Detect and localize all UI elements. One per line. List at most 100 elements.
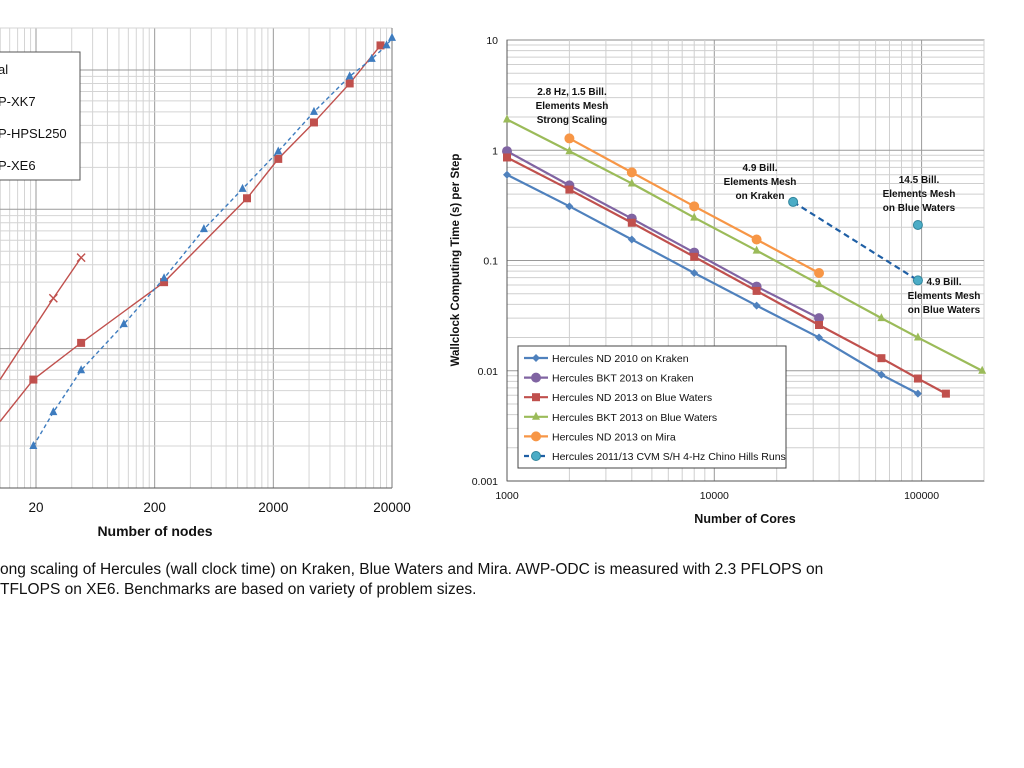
data-point <box>503 170 511 179</box>
legend-item-hercules-bkt-2013-on-blue-waters: Hercules BKT 2013 on Blue Waters <box>524 411 717 424</box>
series-hercules-bkt-2013-on-blue-waters <box>503 114 987 374</box>
legend-item-hercules-nd-2010-on-kraken: Hercules ND 2010 on Kraken <box>524 353 689 365</box>
data-point <box>382 40 391 49</box>
caption-line-2: TFLOPS on XE6. Benchmarks are based on v… <box>0 581 477 598</box>
series-hercules-nd-2013-on-mira <box>564 133 825 279</box>
data-point <box>309 106 318 115</box>
data-point <box>345 79 354 88</box>
data-point <box>49 407 58 416</box>
data-point <box>815 333 824 342</box>
annotation-line: 14.5 Bill. <box>899 175 940 186</box>
data-point <box>565 202 574 211</box>
data-point <box>564 133 575 144</box>
data-point <box>76 253 86 263</box>
data-point <box>690 252 699 261</box>
data-point <box>627 218 636 227</box>
legend-item-hercules-nd-2013-on-mira: Hercules ND 2013 on Mira <box>524 431 676 443</box>
annotation-line: Strong Scaling <box>537 115 608 126</box>
data-point <box>77 365 86 374</box>
x-tick-label: 200 <box>143 500 166 515</box>
x-tick-label: 10000 <box>700 490 729 502</box>
series-line <box>506 150 820 320</box>
annotation-line: 4.9 Bill. <box>742 163 777 174</box>
data-point <box>345 71 354 80</box>
y-tick-label: 0.1 <box>483 256 498 268</box>
data-point <box>913 389 922 398</box>
data-point <box>752 245 761 254</box>
series-hercules-nd-2013-on-blue-waters <box>503 153 950 398</box>
legend: Hercules ND 2010 on Kraken Hercules BKT 2… <box>517 345 787 469</box>
data-point <box>29 375 38 384</box>
data-point <box>199 224 208 233</box>
data-point <box>877 370 886 379</box>
legend-label: Hercules ND 2010 on Kraken <box>552 353 689 365</box>
data-point <box>565 146 574 155</box>
data-point <box>388 32 396 41</box>
annotation-line: on Blue Waters <box>908 305 981 316</box>
data-point <box>815 279 824 288</box>
x-tick-label: 20000 <box>373 500 411 515</box>
data-point <box>48 293 58 303</box>
annotation-line: 2.8 Hz, 1.5 Bill. <box>537 87 607 98</box>
data-point <box>503 114 511 123</box>
legend-box <box>517 345 787 469</box>
x-tick-label: 1000 <box>495 490 519 502</box>
data-point <box>29 441 38 450</box>
caption-line-1: ong scaling of Hercules (wall clock time… <box>0 561 824 578</box>
x-tick-label: 100000 <box>904 490 939 502</box>
x-tick-label: 20 <box>28 500 43 515</box>
x-axis-label: Number of Cores <box>694 512 795 526</box>
data-point <box>376 41 385 50</box>
legend-label: Hercules BKT 2013 on Kraken <box>552 373 694 385</box>
data-point <box>815 320 824 329</box>
y-tick-label: 10 <box>486 35 498 47</box>
legend-label: Hercules ND 2013 on Mira <box>552 431 676 443</box>
y-tick-label: 0.01 <box>478 366 499 378</box>
series-hercules-2011-13-cvm-s-h-4-hz-chino-hills-runs <box>788 196 923 286</box>
legend-item-hercules-2011-13-cvm-s-h-4-hz-chino-hills-runs: Hercules 2011/13 CVM S/H 4-Hz Chino Hill… <box>524 451 786 463</box>
data-point <box>690 212 699 221</box>
right-chart: 0.001 0.01 0.1 1 10 1000 10000 100000 Number of … <box>450 35 987 526</box>
legend-swatch-marker <box>532 411 540 420</box>
data-point <box>160 278 169 287</box>
legend-label: Hercules ND 2013 on Blue Waters <box>552 392 712 404</box>
annotation-line: Elements Mesh <box>883 189 956 200</box>
annotation-line: on Blue Waters <box>883 203 956 214</box>
legend-label: Hercules BKT 2013 on Blue Waters <box>552 412 717 424</box>
data-point <box>565 185 574 194</box>
data-point <box>912 219 923 230</box>
data-point <box>752 301 761 310</box>
data-point <box>913 374 922 383</box>
series-p-hpsl250 <box>0 41 385 422</box>
data-point <box>243 194 252 203</box>
left-chart: al P-XK7 P-HPSL250 P-XE6 20 200 2000 20000 Numbe… <box>0 27 411 539</box>
data-point <box>119 319 128 328</box>
series-group <box>0 32 396 450</box>
legend-swatch-marker <box>531 451 541 461</box>
series-point-6 <box>912 219 923 230</box>
data-point <box>627 235 636 244</box>
data-point <box>626 167 637 178</box>
legend-label: P-XE6 <box>0 158 36 173</box>
data-point <box>751 234 762 245</box>
legend-swatch-marker <box>532 354 540 362</box>
legend-item-hercules-nd-2013-on-blue-waters: Hercules ND 2013 on Blue Waters <box>524 392 712 404</box>
legend-swatch-marker <box>532 393 540 402</box>
data-point <box>238 183 247 192</box>
series-line <box>506 173 919 395</box>
annotation-line: Elements Mesh <box>724 177 797 188</box>
data-point <box>160 273 169 282</box>
data-point <box>689 201 700 212</box>
data-point <box>752 286 761 295</box>
legend: al P-XK7 P-HPSL250 P-XE6 <box>0 51 81 181</box>
legend-item-hercules-bkt-2013-on-kraken: Hercules BKT 2013 on Kraken <box>524 372 694 385</box>
annotation-3: 14.5 Bill. Elements Mesh on Blue Waters <box>883 175 956 214</box>
data-point <box>877 313 886 322</box>
annotation-line: Elements Mesh <box>908 291 981 302</box>
data-point <box>912 275 923 286</box>
x-axis-label: Number of nodes <box>97 523 212 539</box>
data-point <box>309 118 318 127</box>
figure-caption: ong scaling of Hercules (wall clock time… <box>0 560 1010 600</box>
legend-swatch-marker <box>531 431 541 442</box>
